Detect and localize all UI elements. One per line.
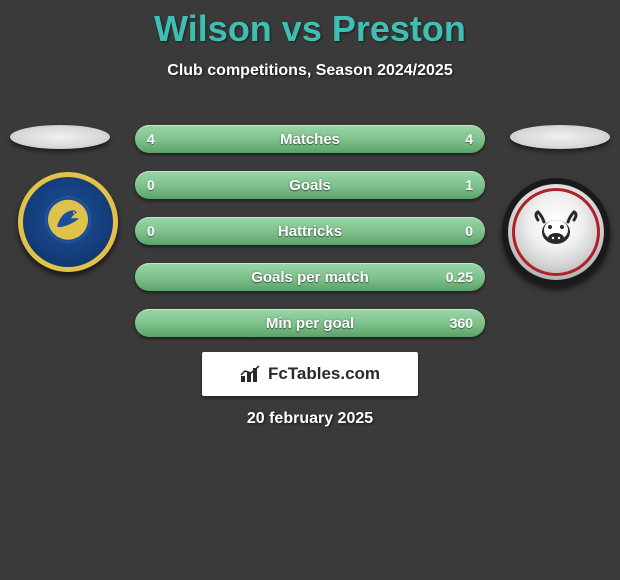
- stat-label: Goals per match: [135, 263, 485, 291]
- stats-container: 4 Matches 4 0 Goals 1 0 Hattricks 0 Goal…: [135, 125, 485, 355]
- barchart-icon: [240, 365, 262, 383]
- player-shelf-right: [510, 125, 610, 149]
- stat-label: Matches: [135, 125, 485, 153]
- stat-row: Goals per match 0.25: [135, 263, 485, 291]
- stat-right-value: 360: [450, 309, 473, 337]
- stat-right-value: 0: [465, 217, 473, 245]
- date-text: 20 february 2025: [0, 410, 620, 428]
- bull-icon: [532, 210, 580, 250]
- team-crest-left[interactable]: [18, 172, 118, 272]
- logo-text: FcTables.com: [268, 364, 380, 384]
- stat-row: Min per goal 360: [135, 309, 485, 337]
- stat-right-value: 4: [465, 125, 473, 153]
- stat-label: Min per goal: [135, 309, 485, 337]
- stat-right-value: 1: [465, 171, 473, 199]
- team-crest-right[interactable]: [502, 178, 610, 286]
- page-title: Wilson vs Preston: [0, 0, 620, 50]
- stat-label: Hattricks: [135, 217, 485, 245]
- bird-icon: [53, 205, 83, 235]
- stat-label: Goals: [135, 171, 485, 199]
- stat-row: 0 Goals 1: [135, 171, 485, 199]
- stat-row: 0 Hattricks 0: [135, 217, 485, 245]
- fctables-link[interactable]: FcTables.com: [202, 352, 418, 396]
- player-shelf-left: [10, 125, 110, 149]
- stat-row: 4 Matches 4: [135, 125, 485, 153]
- stat-right-value: 0.25: [446, 263, 473, 291]
- subtitle: Club competitions, Season 2024/2025: [0, 62, 620, 80]
